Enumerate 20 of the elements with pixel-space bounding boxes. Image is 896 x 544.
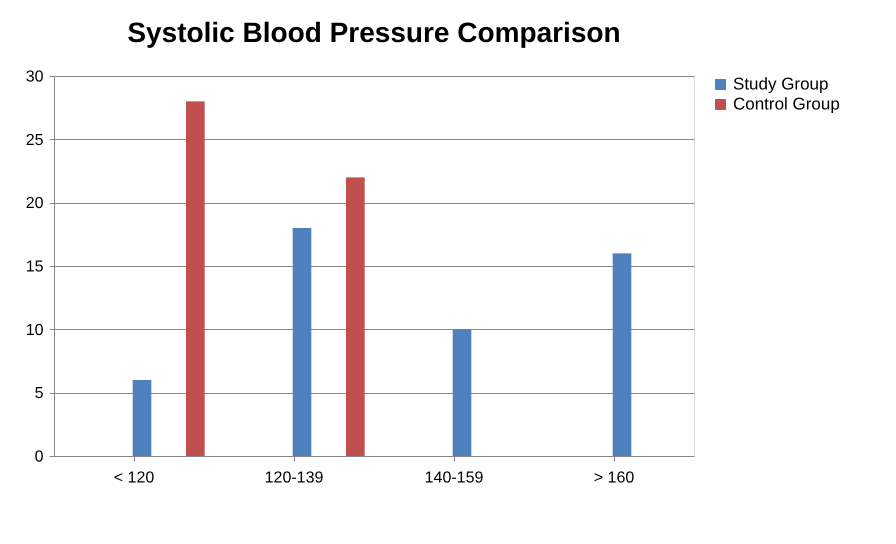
y-tick-label: 25	[26, 132, 44, 149]
bar	[132, 380, 152, 456]
y-tick-label: 5	[34, 385, 44, 402]
bar	[186, 101, 205, 456]
y-tick-label: 0	[34, 448, 44, 466]
x-tick-label: < 120	[114, 470, 154, 486]
x-tick-label: 120-139	[264, 470, 324, 486]
bar	[612, 253, 632, 456]
legend-label: Control Group	[733, 94, 840, 114]
y-tick-label: 15	[26, 258, 44, 276]
bar	[452, 329, 472, 456]
y-tick-label: 20	[26, 195, 44, 212]
bar	[292, 228, 312, 456]
legend-label: Study Group	[733, 74, 828, 94]
x-tick-label: 140-159	[424, 470, 484, 486]
y-tick-label: 30	[26, 68, 44, 86]
chart-title: Systolic Blood Pressure Comparison	[127, 17, 621, 48]
bar	[346, 177, 365, 456]
y-tick-label: 10	[26, 322, 44, 339]
x-tick-label: > 160	[594, 470, 634, 486]
